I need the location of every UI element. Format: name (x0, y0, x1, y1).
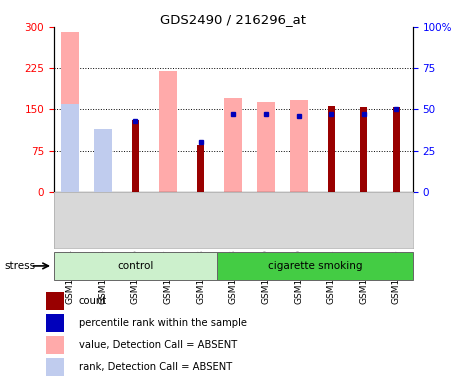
Bar (94, 129, 112, 192)
Bar (46, 292, 64, 310)
Bar (393, 107, 400, 192)
Bar (61, 32, 79, 192)
Bar (54, 252, 217, 280)
Bar (46, 314, 64, 332)
Bar (61, 104, 79, 192)
Text: percentile rank within the sample: percentile rank within the sample (79, 318, 247, 328)
Bar (289, 100, 308, 192)
Text: count: count (79, 296, 107, 306)
Bar (360, 107, 367, 192)
Bar (197, 145, 204, 192)
Title: GDS2490 / 216296_at: GDS2490 / 216296_at (160, 13, 306, 26)
Bar (132, 121, 139, 192)
Bar (224, 98, 242, 192)
Bar (46, 336, 64, 354)
Bar (327, 106, 335, 192)
Bar (46, 358, 64, 376)
Text: cigarette smoking: cigarette smoking (268, 261, 362, 271)
Bar (159, 71, 177, 192)
Bar (217, 252, 413, 280)
Bar (94, 137, 112, 192)
Text: stress: stress (5, 261, 36, 271)
Text: rank, Detection Call = ABSENT: rank, Detection Call = ABSENT (79, 362, 232, 372)
Text: value, Detection Call = ABSENT: value, Detection Call = ABSENT (79, 340, 237, 350)
Text: control: control (117, 261, 154, 271)
Bar (257, 102, 275, 192)
